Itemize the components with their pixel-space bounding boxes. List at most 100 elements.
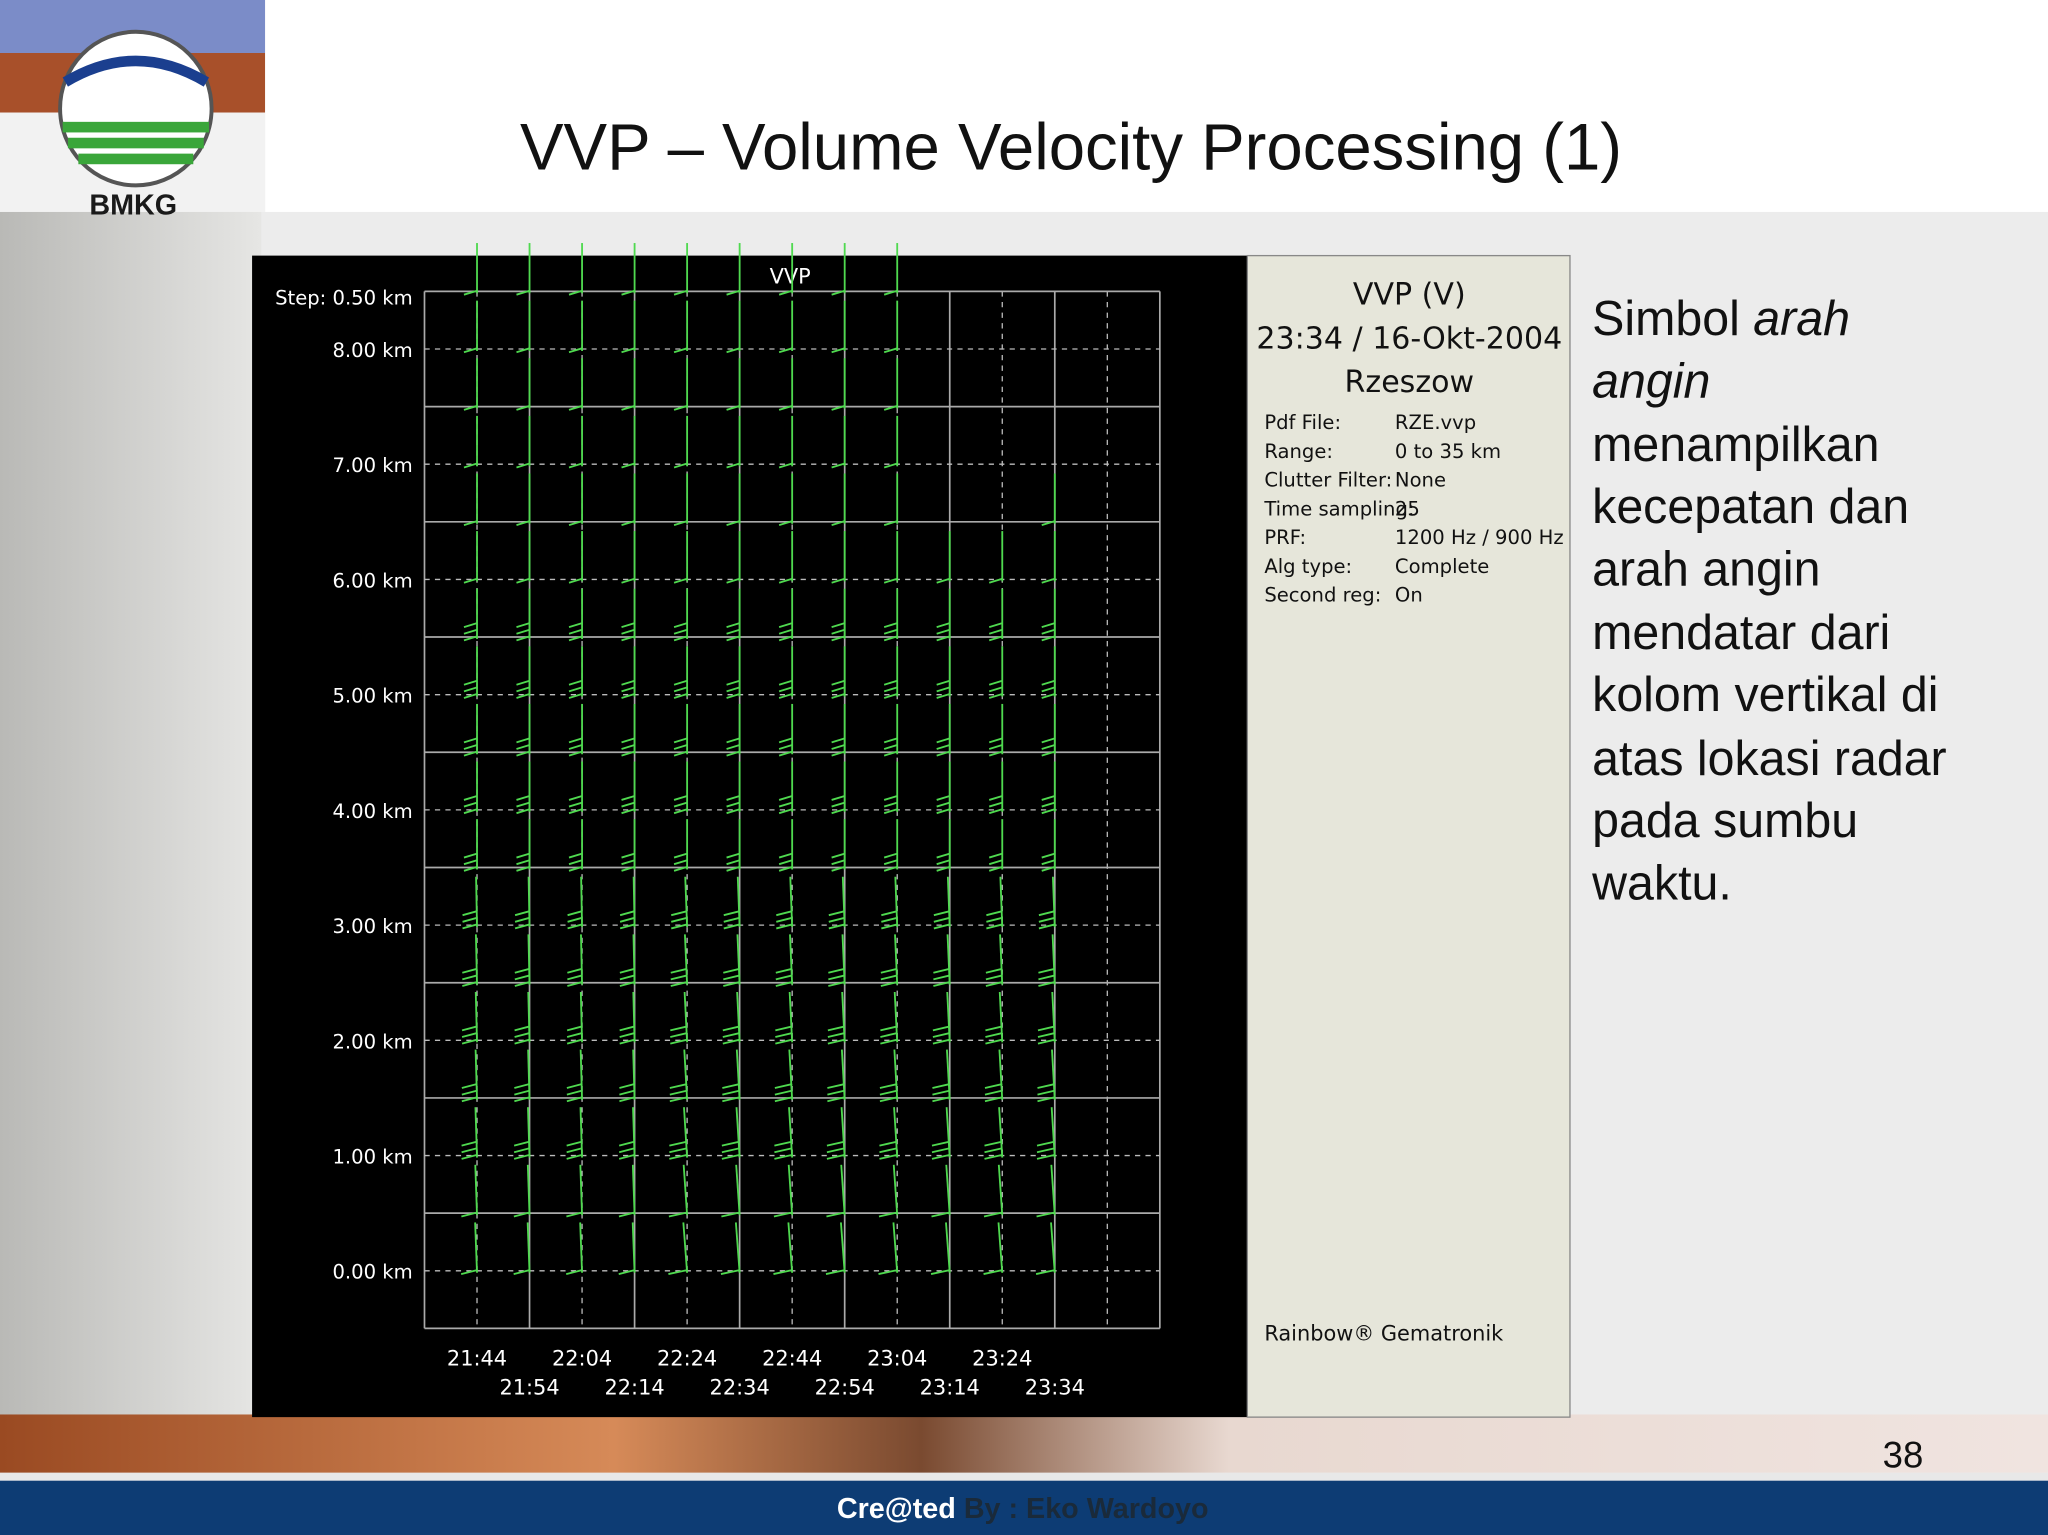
wind-barb — [936, 531, 951, 584]
barb-flag — [721, 1147, 740, 1154]
barb-flag — [1041, 577, 1056, 584]
barb-flag — [621, 801, 635, 808]
wind-barb — [621, 473, 636, 527]
barb-flag — [883, 795, 898, 801]
wind-barb — [726, 358, 741, 411]
field-value: Complete — [1395, 555, 1489, 578]
wind-barb — [778, 588, 794, 642]
barb-flag — [878, 1269, 898, 1275]
barb-stem — [1050, 1222, 1056, 1273]
barb-flag — [619, 974, 635, 981]
barb-flag — [932, 1038, 950, 1045]
barb-flag — [567, 981, 583, 987]
barb-flag — [463, 744, 478, 750]
barb-flag — [463, 852, 478, 859]
barb-flag — [568, 795, 583, 801]
wind-barb — [668, 1164, 689, 1218]
barb-flag — [1038, 910, 1056, 917]
wind-barb — [514, 934, 531, 987]
barb-flag — [463, 801, 478, 808]
barb-flag — [618, 1211, 635, 1218]
x-label: 22:34 — [710, 1374, 770, 1399]
wind-barb — [673, 531, 689, 584]
barb-stem — [475, 876, 478, 928]
field-label: Clutter Filter: — [1264, 468, 1392, 491]
barb-flag — [826, 1211, 845, 1218]
wind-barb — [879, 1049, 899, 1103]
wind-barb — [568, 358, 583, 411]
barb-flag — [722, 1025, 740, 1032]
barb-flag — [831, 577, 845, 584]
barb-flag — [775, 1032, 793, 1038]
barb-flag — [1038, 967, 1056, 974]
barb-flag — [513, 1211, 530, 1218]
barb-flag — [568, 686, 583, 693]
wind-barb — [463, 473, 478, 527]
barb-flag — [568, 679, 583, 686]
barb-flag — [774, 1083, 793, 1089]
info-datetime: 23:34 / 16-Okt-2004 — [1256, 321, 1562, 356]
info-title: VVP (V) — [1353, 277, 1466, 312]
wind-barb — [720, 1222, 741, 1275]
barb-flag — [673, 622, 688, 628]
wind-barb — [883, 358, 899, 411]
wind-barb — [778, 300, 794, 354]
footer-author: By : Eko Wardoyo — [964, 1493, 1209, 1525]
barb-stem — [734, 1222, 741, 1273]
wind-barb — [776, 876, 794, 930]
wind-barb — [618, 1222, 636, 1275]
barb-flag — [883, 577, 898, 584]
barb-flag — [778, 852, 793, 859]
barb-flag — [567, 974, 583, 981]
body-line: kecepatan dan — [1592, 480, 1909, 534]
barb-flag — [1038, 916, 1056, 923]
barb-flag — [881, 923, 898, 930]
wind-barb — [463, 588, 478, 642]
barb-flag — [618, 1147, 635, 1154]
barb-flag — [933, 910, 950, 917]
x-label: 23:34 — [1025, 1374, 1085, 1399]
barb-flag — [827, 1025, 845, 1032]
barb-flag — [880, 967, 898, 974]
barb-flag — [619, 967, 635, 974]
barb-flag — [831, 289, 845, 296]
barb-flag — [1041, 686, 1056, 693]
barb-flag — [988, 577, 1003, 584]
wind-barb — [778, 473, 794, 527]
wind-barb — [831, 531, 846, 584]
barb-flag — [988, 801, 1003, 808]
barb-flag — [514, 1032, 530, 1038]
barb-flag — [831, 679, 845, 686]
wind-barb — [936, 646, 951, 699]
header-bg — [265, 0, 2048, 212]
wind-barb — [669, 1107, 689, 1160]
barb-flag — [931, 1147, 950, 1154]
barb-flag — [673, 852, 688, 859]
wind-barb — [516, 703, 531, 757]
wind-barb — [721, 1107, 741, 1160]
wind-barb — [883, 761, 899, 815]
y-label: 1.00 km — [332, 1145, 412, 1168]
wind-barb — [831, 761, 846, 815]
barb-stem — [474, 1222, 478, 1273]
barb-flag — [773, 1211, 793, 1218]
barb-flag — [1036, 1211, 1055, 1218]
wind-barb — [988, 588, 1004, 642]
barb-flag — [621, 686, 635, 693]
barb-flag — [726, 405, 740, 411]
barb-stem — [840, 1222, 846, 1273]
barb-flag — [513, 1153, 530, 1160]
wind-barb — [778, 415, 794, 469]
barb-flag — [673, 347, 688, 354]
barb-flag — [778, 859, 793, 866]
barb-flag — [567, 923, 583, 930]
barb-flag — [514, 1083, 530, 1089]
barb-flag — [619, 910, 635, 917]
barb-flag — [516, 347, 530, 354]
barb-flag — [883, 635, 898, 642]
barb-flag — [936, 679, 951, 686]
wind-barb — [881, 876, 899, 930]
barb-flag — [721, 1140, 740, 1147]
wind-barb — [621, 531, 636, 584]
